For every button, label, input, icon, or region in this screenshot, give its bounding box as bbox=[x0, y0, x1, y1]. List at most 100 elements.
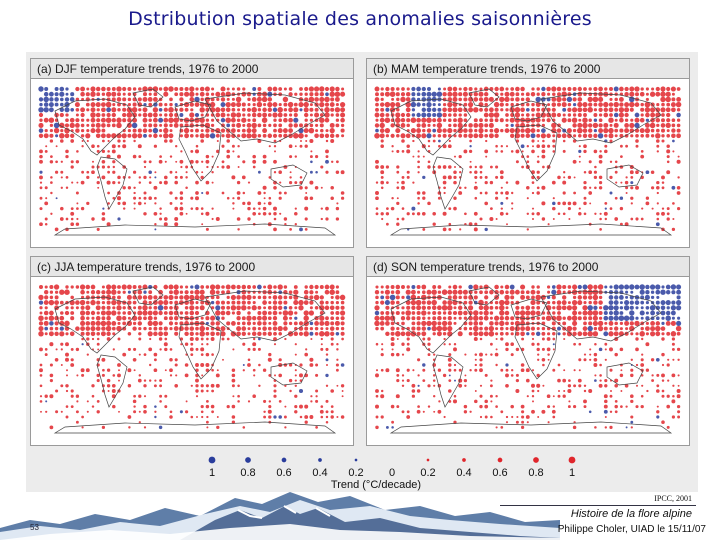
trend-dot bbox=[468, 123, 473, 128]
trend-dot bbox=[137, 97, 142, 102]
trend-dot bbox=[427, 139, 431, 143]
trend-dot bbox=[169, 123, 173, 128]
trend-dot bbox=[401, 374, 405, 377]
trend-dot bbox=[411, 92, 416, 97]
trend-dot bbox=[246, 321, 252, 326]
trend-dot bbox=[236, 128, 241, 133]
trend-dot bbox=[609, 123, 613, 127]
trend-dot bbox=[138, 394, 142, 398]
trend-dot bbox=[179, 175, 183, 179]
trend-dot bbox=[629, 300, 634, 305]
trend-dot bbox=[557, 102, 561, 107]
trend-dot bbox=[443, 191, 446, 195]
trend-dot bbox=[86, 170, 90, 174]
trend-dot bbox=[80, 86, 86, 92]
trend-dot bbox=[282, 96, 289, 103]
trend-dot bbox=[661, 337, 665, 341]
trend-dot bbox=[279, 181, 282, 184]
trend-dot bbox=[578, 311, 582, 315]
trend-dot bbox=[133, 306, 137, 310]
trend-dot bbox=[298, 321, 304, 326]
trend-dot bbox=[116, 117, 122, 123]
trend-dot bbox=[305, 192, 308, 194]
trend-dot bbox=[604, 416, 607, 418]
trend-dot bbox=[252, 368, 256, 372]
trend-dot bbox=[55, 410, 59, 414]
trend-dot bbox=[152, 107, 159, 113]
trend-dot bbox=[624, 102, 630, 108]
trend-dot bbox=[578, 149, 582, 153]
trend-dot bbox=[588, 316, 593, 321]
trend-dot bbox=[479, 352, 483, 357]
trend-dot bbox=[117, 175, 121, 180]
trend-dot bbox=[126, 112, 133, 118]
trend-dot bbox=[557, 378, 561, 383]
trend-dot bbox=[532, 145, 534, 148]
trend-dot bbox=[490, 353, 493, 356]
trend-dot bbox=[656, 295, 660, 299]
trend-dot bbox=[505, 421, 509, 424]
trend-dot bbox=[583, 201, 587, 206]
trend-dot bbox=[101, 86, 106, 92]
trend-dot bbox=[195, 395, 199, 398]
trend-dot bbox=[536, 342, 540, 346]
trend-dot bbox=[521, 420, 525, 424]
trend-dot bbox=[416, 305, 422, 311]
trend-dot bbox=[599, 374, 602, 377]
trend-dot bbox=[551, 315, 557, 321]
trend-dot bbox=[85, 305, 91, 311]
trend-dot bbox=[241, 284, 247, 290]
trend-dot bbox=[309, 180, 314, 185]
trend-dot bbox=[494, 133, 499, 139]
trend-dot bbox=[656, 123, 660, 128]
trend-dot bbox=[59, 331, 65, 337]
trend-dot bbox=[237, 394, 240, 398]
trend-dot bbox=[525, 133, 531, 139]
trend-dot bbox=[452, 284, 458, 290]
trend-dot bbox=[432, 316, 437, 321]
trend-dot bbox=[319, 300, 325, 305]
trend-dot bbox=[242, 426, 246, 429]
trend-dot bbox=[598, 113, 603, 117]
trend-dot bbox=[215, 310, 221, 316]
trend-dot bbox=[44, 306, 48, 310]
trend-dot bbox=[422, 227, 426, 231]
trend-dot bbox=[624, 222, 629, 227]
trend-dot bbox=[634, 86, 640, 92]
trend-dot bbox=[257, 191, 262, 195]
trend-dot bbox=[236, 316, 241, 321]
trend-dot bbox=[395, 331, 401, 337]
trend-dot bbox=[453, 180, 457, 185]
trend-dot bbox=[630, 196, 634, 200]
trend-dot bbox=[514, 326, 520, 332]
trend-dot bbox=[293, 300, 299, 306]
trend-dot bbox=[190, 353, 194, 357]
trend-dot bbox=[148, 134, 152, 138]
trend-dot bbox=[209, 289, 216, 295]
trend-dot bbox=[159, 123, 163, 127]
trend-dot bbox=[505, 191, 509, 195]
trend-dot bbox=[70, 306, 74, 310]
trend-dot bbox=[641, 384, 644, 387]
trend-dot bbox=[112, 170, 116, 174]
trend-dot bbox=[138, 201, 142, 206]
trend-dot bbox=[567, 118, 572, 123]
trend-dot bbox=[593, 175, 598, 180]
trend-dot bbox=[676, 191, 681, 195]
trend-dot bbox=[293, 117, 299, 123]
legend-dot bbox=[533, 457, 539, 463]
trend-dot bbox=[50, 181, 53, 184]
trend-dot bbox=[278, 170, 282, 174]
trend-dot bbox=[578, 155, 581, 158]
trend-dot bbox=[231, 284, 236, 290]
trend-dot bbox=[111, 97, 116, 102]
trend-dot bbox=[179, 311, 184, 315]
trend-dot bbox=[163, 284, 169, 290]
trend-dot bbox=[319, 295, 324, 300]
trend-dot bbox=[422, 128, 426, 133]
trend-dot bbox=[541, 92, 546, 97]
trend-dot bbox=[421, 310, 427, 316]
trend-dot bbox=[95, 122, 101, 128]
trend-dot bbox=[324, 305, 330, 311]
trend-dot bbox=[319, 123, 324, 128]
